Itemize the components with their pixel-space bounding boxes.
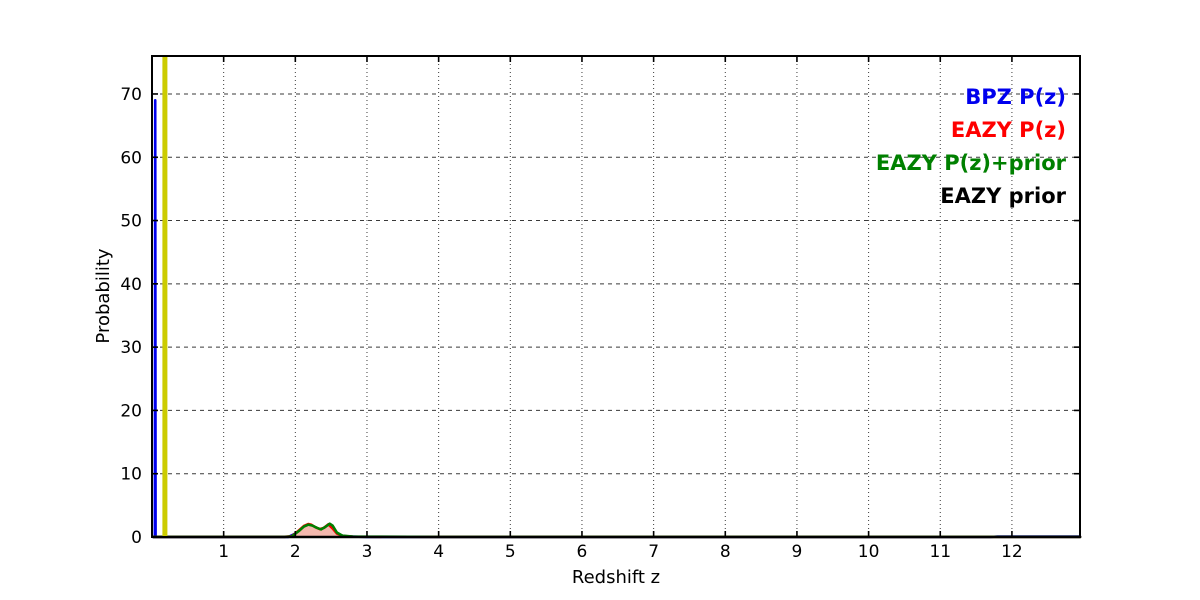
x-tick-label: 2: [290, 542, 301, 562]
y-tick-labels: 0 10 20 30 40 50 60 70: [120, 85, 142, 548]
plot-frame: [151, 55, 1081, 538]
y-tick-label: 10: [120, 465, 142, 485]
x-axis-ticks: [222, 56, 1013, 537]
legend-item-4: EAZY prior: [940, 184, 1066, 208]
legend-item-1: BPZ P(z): [965, 85, 1066, 109]
x-axis-title: Redshift z: [572, 567, 660, 588]
y-tick-label: 20: [120, 401, 142, 421]
legend-item-2: EAZY P(z): [951, 118, 1066, 142]
x-tick-label: 4: [433, 542, 444, 562]
y-tick-label: 60: [120, 148, 142, 168]
x-tick-label: 12: [1001, 542, 1023, 562]
x-tick-label: 3: [362, 542, 373, 562]
y-tick-label: 0: [131, 528, 142, 548]
vertical-gridlines: [223, 56, 1013, 537]
horizontal-gridlines: [152, 93, 1080, 475]
x-tick-label: 5: [505, 542, 516, 562]
plot-area-background: [152, 56, 1080, 537]
x-tick-labels: 1 2 3 4 5 6 7 8 9 10 11 12: [218, 542, 1022, 562]
y-tick-label: 50: [120, 212, 142, 232]
x-tick-label: 1: [218, 542, 229, 562]
y-axis-title: Probability: [93, 248, 114, 343]
y-tick-label: 30: [120, 338, 142, 358]
legend-item-3: EAZY P(z)+prior: [876, 151, 1067, 175]
x-tick-label: 6: [577, 542, 588, 562]
x-tick-label: 7: [648, 542, 659, 562]
y-tick-label: 40: [120, 275, 142, 295]
legend: BPZ P(z) EAZY P(z) EAZY P(z)+prior EAZY pri…: [876, 85, 1067, 208]
x-tick-label: 9: [792, 542, 803, 562]
x-tick-label: 8: [720, 542, 731, 562]
y-tick-label: 70: [120, 85, 142, 105]
x-tick-label: 10: [858, 542, 880, 562]
x-tick-label: 11: [929, 542, 951, 562]
y-axis-ticks: [152, 93, 1080, 538]
